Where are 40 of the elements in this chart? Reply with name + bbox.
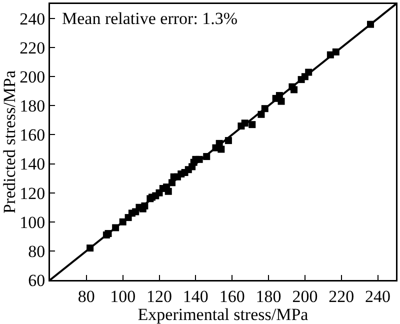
point [261,105,268,112]
point [196,156,203,163]
x-tick-label: 80 [78,286,95,306]
x-tick-label: 160 [219,286,245,306]
y-tick-label: 160 [20,126,46,145]
point [218,146,225,153]
x-tick-label: 220 [328,286,354,306]
x-tick-label: 240 [365,286,391,306]
point [367,20,374,28]
point [241,120,248,127]
y-tick-label: 220 [20,38,46,58]
point [290,86,298,94]
point [224,137,232,144]
x-tick-label: 200 [292,286,318,306]
point [278,98,285,105]
point [112,224,120,232]
point [86,244,94,252]
y-tick-label: 120 [20,184,46,203]
point [258,110,265,118]
x-tick-label: 180 [256,286,282,306]
point [248,121,256,128]
point [119,218,126,226]
x-tick-label: 120 [146,286,172,306]
y-tick-label: 140 [20,154,46,174]
y-tick-label: 80 [28,242,46,261]
y-tick-label: 100 [20,212,46,232]
point [203,153,210,160]
x-tick-label: 140 [182,286,208,306]
y-tick-label: 180 [20,96,46,116]
point [332,48,340,56]
point [141,202,148,210]
point [164,188,172,195]
annotation: Mean relative error: 1.3% [62,9,238,28]
y-tick-label: 60 [28,270,46,290]
x-tick-label: 100 [110,286,136,306]
y-tick-label: 200 [20,68,46,87]
y-tick-label: 240 [20,9,46,28]
point [305,68,312,76]
y-axis-title: Predicted stress/MPa [0,70,19,214]
x-axis-title: Experimental stress/MPa [138,305,309,324]
